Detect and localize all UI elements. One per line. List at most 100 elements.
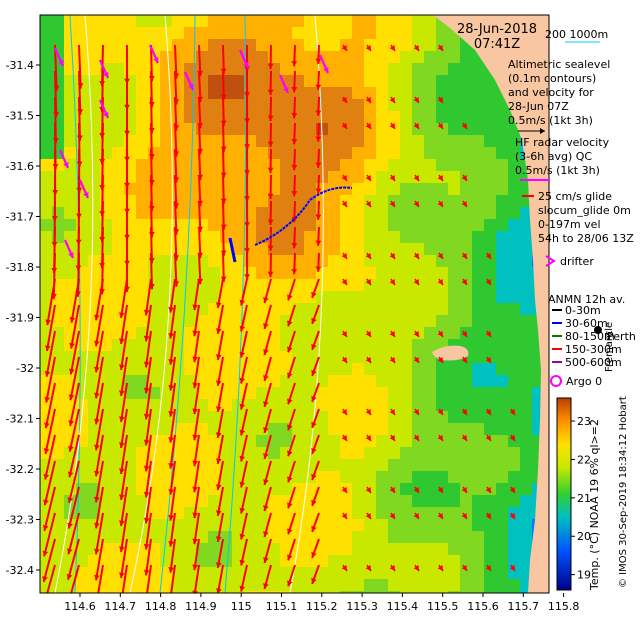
sst-cell — [340, 243, 353, 256]
velocity-arrow — [67, 486, 80, 529]
sst-cell — [496, 267, 509, 280]
sst-cell — [292, 399, 305, 412]
sst-cell — [448, 579, 461, 592]
sst-cell — [400, 375, 413, 388]
sst-cell — [352, 435, 365, 448]
sst-cell — [292, 339, 305, 352]
colorbar-tick-label: 22 — [577, 453, 591, 466]
sst-cell — [484, 87, 497, 100]
sst-cell — [400, 159, 413, 172]
sst-cell — [400, 135, 413, 148]
sst-cell — [172, 147, 185, 160]
sst-cell — [136, 39, 149, 52]
sst-cell — [364, 255, 377, 268]
sst-cell — [232, 147, 245, 160]
sst-cell — [364, 399, 377, 412]
sst-cell — [388, 99, 401, 112]
sst-cell — [364, 567, 377, 580]
velocity-arrowhead — [68, 445, 74, 452]
sst-cell — [292, 423, 305, 436]
sst-cell — [412, 579, 425, 592]
sst-cell — [352, 447, 365, 460]
velocity-arrow — [144, 408, 152, 446]
velocity-arrowhead — [341, 175, 347, 181]
sst-cell — [88, 243, 101, 256]
sst-cell — [400, 63, 413, 76]
sst-cell — [148, 255, 161, 268]
velocity-arrowhead — [365, 331, 371, 337]
sst-cell — [280, 375, 293, 388]
velocity-arrow — [78, 44, 82, 89]
sst-cell — [304, 27, 317, 40]
sst-cell — [448, 231, 461, 244]
sst-cell — [496, 243, 509, 256]
sst-cell — [196, 135, 209, 148]
sst-cell — [136, 495, 149, 508]
sst-cell — [208, 387, 221, 400]
sst-cell — [184, 567, 197, 580]
sst-cell — [376, 435, 389, 448]
velocity-arrow — [169, 356, 176, 391]
sst-cell — [400, 27, 413, 40]
sst-cell — [328, 387, 341, 400]
sst-cell — [496, 423, 509, 436]
sst-cell — [328, 267, 341, 280]
velocity-arrow — [150, 252, 153, 290]
sst-cell — [292, 543, 305, 556]
sst-cell — [328, 87, 341, 100]
sst-cell — [424, 483, 437, 496]
sst-cell — [364, 243, 377, 256]
sst-cell — [40, 483, 53, 496]
sst-cell — [520, 459, 533, 472]
velocity-arrowhead — [365, 409, 371, 415]
sst-cell — [100, 519, 113, 532]
sst-cell — [196, 219, 209, 232]
sst-cell — [76, 399, 89, 412]
velocity-arrow — [95, 356, 104, 399]
sst-cell — [256, 207, 269, 220]
sst-cell — [160, 75, 173, 88]
sst-cell — [136, 255, 149, 268]
anmn-row-4: 500-600m — [565, 356, 622, 369]
lon-tick-label: 114.6 — [64, 600, 96, 613]
velocity-arrowhead — [291, 242, 298, 249]
velocity-arrowhead — [66, 548, 73, 555]
velocity-arrow — [120, 434, 128, 475]
velocity-arrowhead — [389, 45, 395, 51]
sst-cell — [460, 579, 473, 592]
sst-cell — [508, 231, 521, 244]
sst-cell — [160, 387, 173, 400]
sst-cell — [40, 591, 53, 593]
sst-cell — [460, 555, 473, 568]
sst-cell — [508, 423, 521, 436]
sst-cell — [496, 291, 509, 304]
sst-cell — [124, 51, 137, 64]
sst-cell — [376, 291, 389, 304]
sst-cell — [88, 183, 101, 196]
sst-cell — [52, 75, 65, 88]
velocity-arrow — [70, 278, 80, 323]
velocity-arrowhead — [42, 550, 49, 557]
sst-cell — [136, 87, 149, 100]
sst-cell — [88, 207, 101, 220]
sst-cell — [256, 243, 269, 256]
sst-cell — [364, 15, 377, 28]
sst-cell — [316, 507, 329, 520]
sst-cell — [496, 135, 509, 148]
sst-cell — [424, 75, 437, 88]
sst-cell — [352, 411, 365, 424]
sst-cell — [148, 159, 161, 172]
sst-cell — [436, 159, 449, 172]
sst-cell — [460, 87, 473, 100]
velocity-arrow — [52, 252, 56, 300]
sst-cell — [244, 327, 257, 340]
map-panel — [40, 15, 549, 593]
sst-cell — [448, 315, 461, 328]
velocity-arrowhead — [263, 349, 269, 355]
sst-cell — [496, 567, 509, 580]
sst-cell — [100, 39, 113, 52]
velocity-arrow — [169, 538, 176, 573]
velocity-arrowhead — [119, 572, 125, 578]
sst-cell — [64, 267, 77, 280]
sst-cell — [496, 99, 509, 112]
